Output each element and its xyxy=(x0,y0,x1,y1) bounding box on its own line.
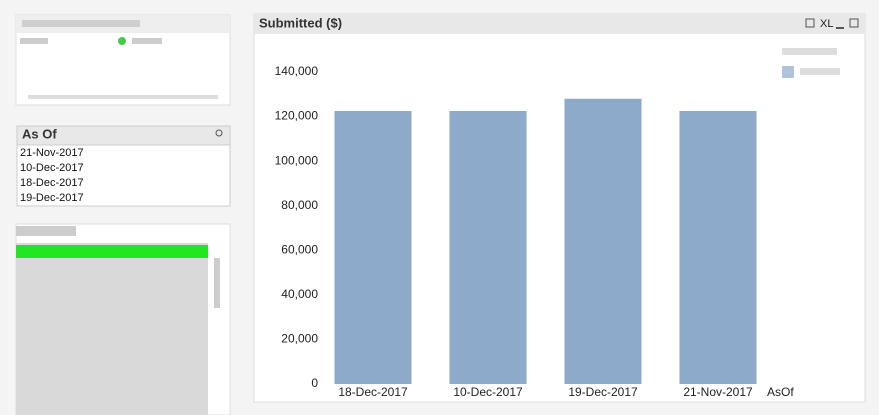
maximize-icon[interactable] xyxy=(849,18,859,28)
bar xyxy=(564,98,642,384)
y-tick-label: 100,000 xyxy=(275,153,319,167)
status-dot xyxy=(118,37,126,45)
x-tick-label: 18-Dec-2017 xyxy=(338,385,408,399)
list-item[interactable]: 18-Dec-2017 xyxy=(20,177,84,189)
x-tick-label: 21-Nov-2017 xyxy=(683,385,753,399)
excel-button[interactable]: XL xyxy=(820,18,833,30)
bar xyxy=(679,111,757,384)
list-box-header xyxy=(16,125,231,146)
x-tick-label: 19-Dec-2017 xyxy=(568,385,638,399)
y-tick-label: 80,000 xyxy=(281,198,318,212)
selected-row[interactable] xyxy=(16,245,208,258)
list-item[interactable]: 21-Nov-2017 xyxy=(20,147,84,159)
blurred-text xyxy=(22,20,140,27)
blurred-legend xyxy=(782,48,837,55)
blurred-legend xyxy=(800,68,840,75)
blurred-legend xyxy=(782,66,794,78)
y-tick-label: 120,000 xyxy=(275,109,319,123)
print-icon[interactable] xyxy=(805,18,815,28)
scrollbar xyxy=(214,258,220,308)
blurred-text xyxy=(20,38,48,44)
y-tick-label: 140,000 xyxy=(275,64,319,78)
bar xyxy=(334,111,412,384)
scrollbar xyxy=(28,95,218,99)
x-tick-label: 10-Dec-2017 xyxy=(453,385,523,399)
y-tick-label: 60,000 xyxy=(281,242,318,256)
y-tick-label: 20,000 xyxy=(281,332,318,346)
chart-caption xyxy=(254,14,865,34)
list xyxy=(16,243,208,415)
x-axis-label: AsOf xyxy=(767,385,794,399)
list-item[interactable]: 10-Dec-2017 xyxy=(20,162,84,174)
list-box-title: As Of xyxy=(22,126,57,141)
bar xyxy=(449,111,527,384)
minimize-icon[interactable] xyxy=(836,27,844,29)
search-icon[interactable] xyxy=(215,129,223,137)
blurred-text xyxy=(132,38,162,44)
y-tick-label: 40,000 xyxy=(281,287,318,301)
blurred-text xyxy=(16,226,76,236)
y-tick-label: 0 xyxy=(311,376,318,390)
list-item[interactable]: 19-Dec-2017 xyxy=(20,192,84,204)
chart-title: Submitted ($) xyxy=(259,15,342,30)
